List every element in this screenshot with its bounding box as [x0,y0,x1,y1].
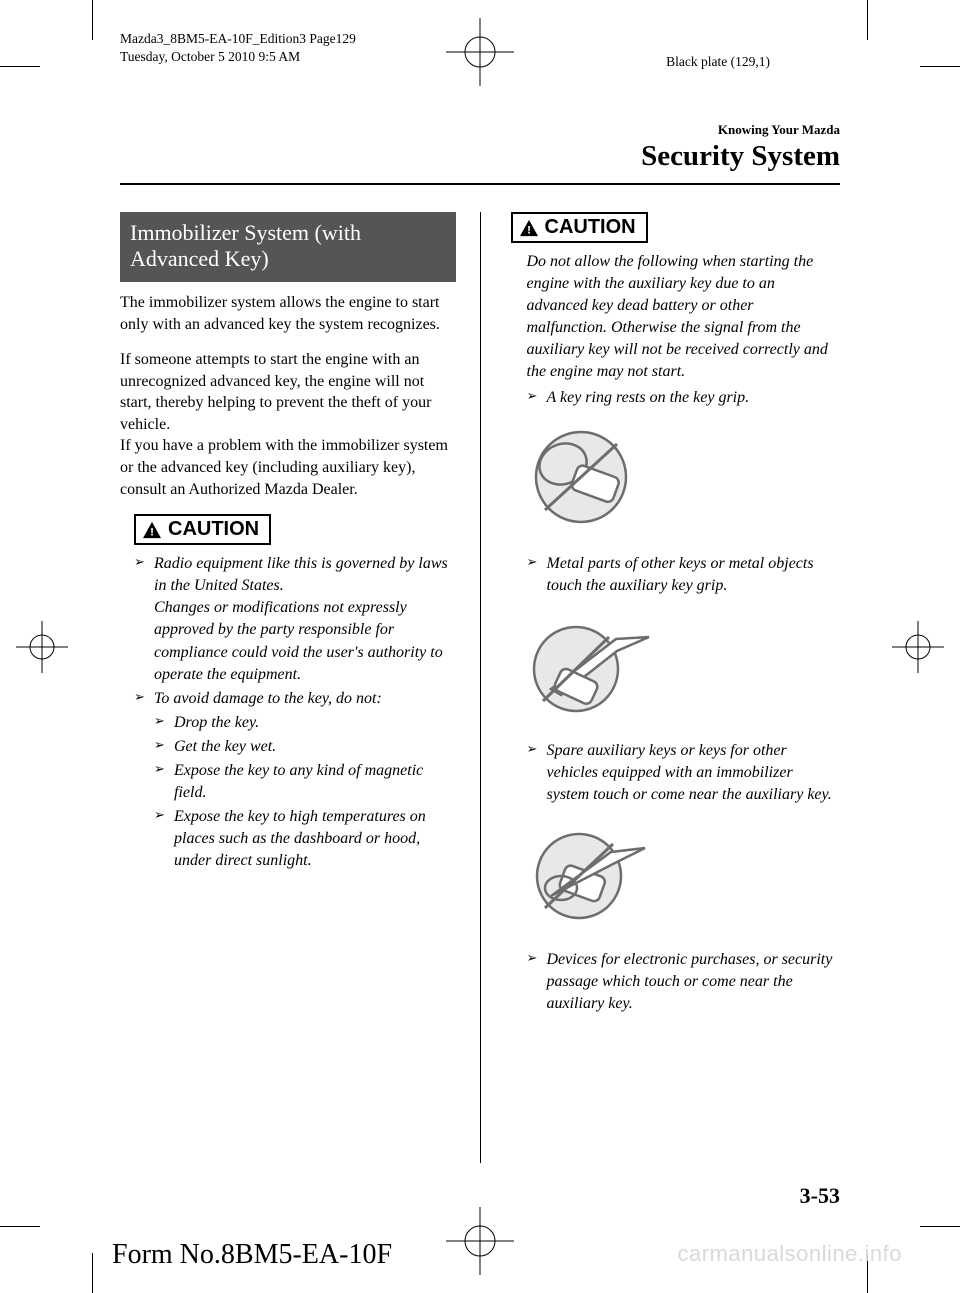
caution-text: CAUTION [168,518,259,541]
registration-mark-top [444,16,516,88]
list-item: To avoid damage to the key, do not: Drop… [134,688,450,873]
right-column: ! CAUTION Do not allow the following whe… [505,212,841,1163]
caution-label: ! CAUTION [511,212,648,243]
crop-mark [0,66,40,67]
list-item: Get the key wet. [154,736,450,758]
bullet-list: Metal parts of other keys or metal objec… [511,553,835,597]
section-title: Immobilizer System (with Advanced Key) [120,212,456,282]
registration-mark-bottom [444,1205,516,1277]
page-header: Knowing Your Mazda Security System [120,122,840,173]
bullet-list: Devices for electronic purchases, or sec… [511,949,835,1015]
form-number: Form No.8BM5-EA-10F [112,1239,392,1271]
list-item: A key ring rests on the key grip. [527,387,835,409]
illustration-keyring [521,422,651,532]
left-column: Immobilizer System (with Advanced Key) T… [120,212,456,1163]
content-area: Immobilizer System (with Advanced Key) T… [120,212,840,1163]
list-item-text: To avoid damage to the key, do not: [154,690,382,707]
warning-icon: ! [142,521,162,539]
doc-id-line2: Tuesday, October 5 2010 9:5 AM [120,48,356,66]
caution-text: CAUTION [545,216,636,239]
column-divider [480,212,481,1163]
list-item-text: Changes or modifications not expressly a… [154,599,443,682]
list-item: Metal parts of other keys or metal objec… [527,553,835,597]
bullet-sublist: Drop the key. Get the key wet. Expose th… [154,712,450,873]
caution-body: Radio equipment like this is governed by… [134,553,450,872]
list-item: Expose the key to any kind of magnetic f… [154,760,450,804]
illustration-spare-keys [521,818,651,928]
crop-mark [92,0,93,40]
svg-text:!: ! [527,224,531,236]
header-rule [120,183,840,185]
doc-id-line1: Mazda3_8BM5-EA-10F_Edition3 Page129 [120,30,356,48]
list-item: Devices for electronic purchases, or sec… [527,949,835,1015]
illustration-metal-keys [521,609,651,719]
caution-block: ! CAUTION Radio equipment like this is g… [120,514,456,872]
doc-meta: Mazda3_8BM5-EA-10F_Edition3 Page129 Tues… [120,30,356,66]
list-item: Radio equipment like this is governed by… [134,553,450,685]
bullet-list: A key ring rests on the key grip. [511,387,835,409]
caution-block: ! CAUTION Do not allow the following whe… [505,212,841,1015]
body-paragraph: If someone attempts to start the engine … [120,349,456,500]
list-item-text: Radio equipment like this is governed by… [154,555,448,594]
bullet-list: Spare auxiliary keys or keys for other v… [511,740,835,806]
plate-label: Black plate (129,1) [666,54,770,70]
watermark: carmanualsonline.info [677,1241,902,1267]
body-paragraph: The immobilizer system allows the engine… [120,292,456,335]
header-title: Security System [120,140,840,173]
warning-icon: ! [519,219,539,237]
list-item: Spare auxiliary keys or keys for other v… [527,740,835,806]
caution-label: ! CAUTION [134,514,271,545]
crop-mark [92,1253,93,1293]
crop-mark [920,1226,960,1227]
header-eyebrow: Knowing Your Mazda [120,122,840,138]
page-number: 3-53 [800,1183,840,1209]
registration-mark-left [14,619,70,675]
list-item: Drop the key. [154,712,450,734]
list-item: Expose the key to high temperatures on p… [154,806,450,872]
bullet-list: Radio equipment like this is governed by… [134,553,450,872]
caution-intro: Do not allow the following when starting… [511,251,835,383]
crop-mark [867,0,868,40]
crop-mark [920,66,960,67]
caution-body: Do not allow the following when starting… [511,251,835,1015]
svg-text:!: ! [150,526,154,538]
registration-mark-right [890,619,946,675]
page: Mazda3_8BM5-EA-10F_Edition3 Page129 Tues… [0,0,960,1293]
crop-mark [0,1226,40,1227]
